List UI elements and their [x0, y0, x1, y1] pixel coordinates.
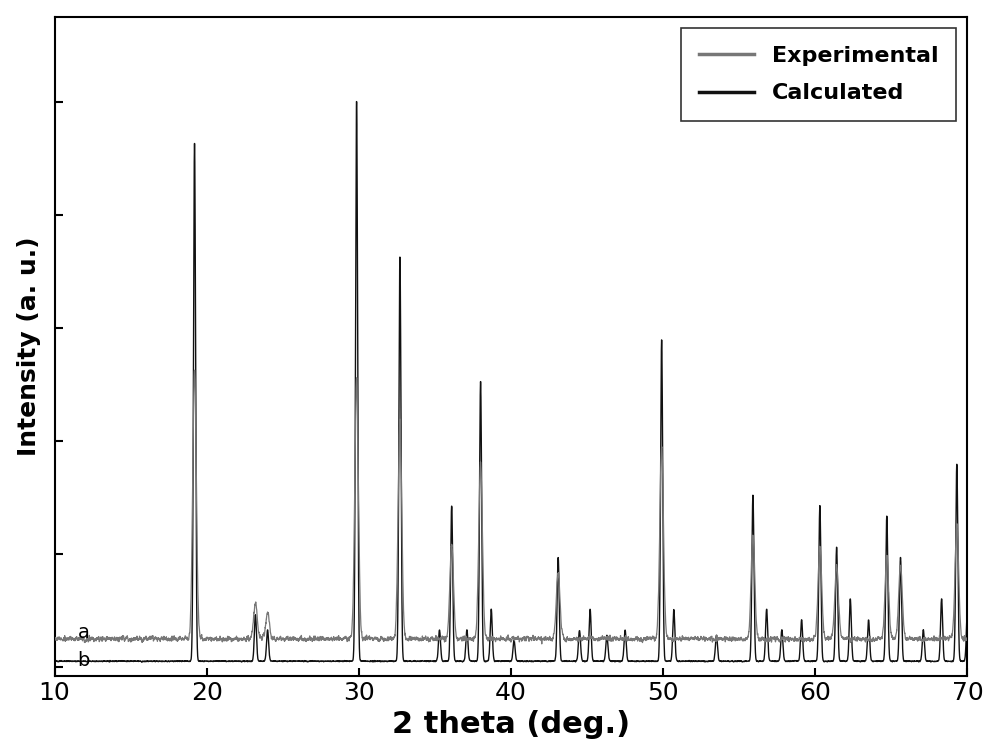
Calculated	[379, 656, 391, 665]
Experimental	[629, 634, 641, 643]
Legend: Experimental, Calculated: Experimental, Calculated	[681, 28, 956, 121]
Calculated	[589, 657, 601, 666]
Calculated	[726, 656, 738, 665]
Text: a: a	[77, 623, 89, 642]
Text: b: b	[77, 651, 90, 670]
Experimental	[49, 634, 61, 643]
Calculated	[94, 657, 106, 666]
Experimental	[379, 635, 391, 644]
Experimental	[94, 635, 106, 644]
Experimental	[961, 634, 973, 643]
X-axis label: 2 theta (deg.): 2 theta (deg.)	[392, 711, 630, 739]
Calculated	[136, 658, 148, 667]
Y-axis label: Intensity (a. u.): Intensity (a. u.)	[17, 237, 41, 456]
Calculated	[351, 97, 363, 106]
Experimental	[774, 636, 786, 645]
Experimental	[726, 637, 738, 646]
Line: Calculated: Calculated	[55, 101, 967, 662]
Experimental	[189, 366, 201, 375]
Experimental	[589, 636, 601, 645]
Calculated	[961, 605, 973, 614]
Calculated	[49, 657, 61, 666]
Calculated	[629, 657, 641, 666]
Calculated	[774, 646, 786, 655]
Experimental	[536, 640, 548, 649]
Line: Experimental: Experimental	[55, 370, 967, 644]
